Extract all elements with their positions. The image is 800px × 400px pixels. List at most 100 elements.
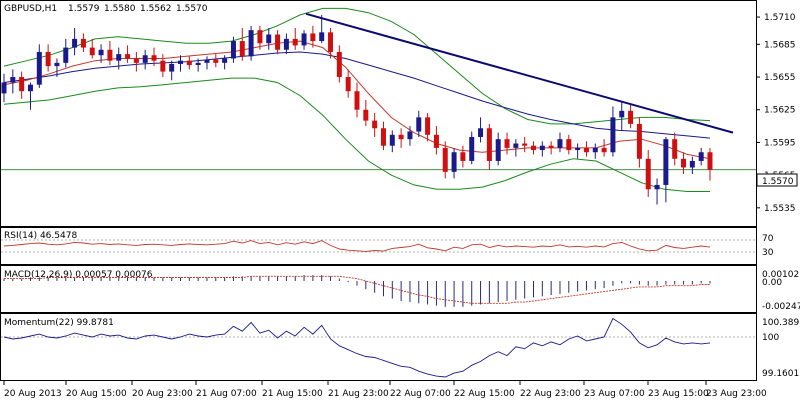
y-axis-tick-label: 1.5710 <box>764 13 796 23</box>
candle <box>116 47 122 70</box>
candle <box>151 47 157 67</box>
moving-average-blue-line <box>3 51 711 139</box>
candle-body <box>89 47 95 56</box>
candle-body <box>433 134 439 148</box>
candle-body <box>107 49 113 61</box>
candle <box>107 41 113 66</box>
candle-body <box>628 110 634 124</box>
candle <box>275 30 281 55</box>
candle-body <box>98 49 104 56</box>
candle <box>319 14 325 44</box>
candle-body <box>142 55 148 63</box>
candle <box>566 134 572 155</box>
ohlc-open: 1.5579 <box>68 4 100 14</box>
candle <box>698 147 704 166</box>
candle <box>513 139 519 157</box>
candle <box>407 126 413 146</box>
candle-body <box>513 143 519 148</box>
candle <box>169 60 175 81</box>
candle <box>63 38 69 68</box>
candle-body <box>54 62 60 67</box>
candle-body <box>363 109 369 121</box>
candle-body <box>425 117 431 135</box>
candle-body <box>451 152 457 172</box>
candle <box>478 117 484 143</box>
candle <box>531 141 536 155</box>
candle <box>486 123 492 170</box>
candle <box>292 27 298 50</box>
candle-body <box>275 34 281 50</box>
x-axis-tick-label: 23 Aug 23:00 <box>706 389 767 399</box>
candle <box>178 55 183 72</box>
candle <box>89 38 95 59</box>
price-layer <box>1 7 756 205</box>
candle-body <box>407 131 413 140</box>
x-axis-tick-label: 20 Aug 23:00 <box>132 389 193 399</box>
candle <box>133 51 139 72</box>
candle-body <box>601 147 607 153</box>
candle-body <box>583 147 589 153</box>
candle <box>45 44 51 72</box>
rsi-panel-frame <box>0 227 757 265</box>
candle <box>522 136 528 153</box>
candle <box>328 27 334 59</box>
candle-body <box>478 128 484 137</box>
candle <box>654 178 660 205</box>
candle-body <box>663 139 669 185</box>
candle <box>416 110 422 137</box>
symbol-label: GBPUSD,H1 <box>4 4 57 14</box>
y-axis-tick-label: 1.5625 <box>764 106 796 116</box>
candle-body <box>186 60 192 66</box>
candle-body <box>301 33 307 46</box>
candle <box>592 143 598 159</box>
rsi-tick-70: 70 <box>762 234 774 244</box>
candle <box>19 71 25 99</box>
candle-body <box>460 152 466 161</box>
candle <box>663 136 669 203</box>
candle <box>557 132 563 153</box>
macd-panel-frame <box>0 265 757 313</box>
candle <box>707 147 713 181</box>
candle-body <box>380 128 386 146</box>
x-axis-tick-label: 22 Aug 23:00 <box>520 389 581 399</box>
candle-body <box>707 152 713 170</box>
candle <box>1 73 7 103</box>
ohlc-close: 1.5570 <box>176 4 208 14</box>
candle <box>257 25 263 50</box>
candle-body <box>151 55 157 61</box>
candle-body <box>27 84 33 92</box>
candle <box>301 30 307 50</box>
candle <box>98 44 104 63</box>
candle-body <box>310 33 316 42</box>
candle-body <box>698 152 704 161</box>
moving-average-red-line <box>3 40 711 160</box>
candle <box>636 117 642 168</box>
candle-body <box>133 58 139 63</box>
macd-layer <box>3 275 711 307</box>
candle-body <box>248 30 254 57</box>
rsi-layer <box>1 239 756 253</box>
candle <box>239 27 245 61</box>
x-axis-tick-label: 23 Aug 15:00 <box>648 389 709 399</box>
candle <box>610 106 616 157</box>
x-axis-tick-label: 21 Aug 15:00 <box>262 389 323 399</box>
candle-body <box>125 54 131 59</box>
candle-body <box>504 139 510 148</box>
candle <box>601 139 607 157</box>
macd-label: MACD(12,26,9) 0.00057 0.00076 <box>4 270 153 280</box>
candle-body <box>116 54 122 61</box>
candle-body <box>672 139 678 159</box>
candle <box>689 156 695 175</box>
current-price-label: 1.5570 <box>762 177 794 187</box>
candle-body <box>80 38 86 48</box>
candle <box>372 113 378 137</box>
candle <box>310 25 316 48</box>
candle-body <box>654 184 660 190</box>
candle <box>504 132 510 155</box>
candle <box>645 150 651 197</box>
ohlc-low: 1.5562 <box>140 4 172 14</box>
candle-body <box>63 47 69 63</box>
candle-body <box>389 134 395 146</box>
candle <box>433 126 439 155</box>
candle-body <box>416 117 422 132</box>
